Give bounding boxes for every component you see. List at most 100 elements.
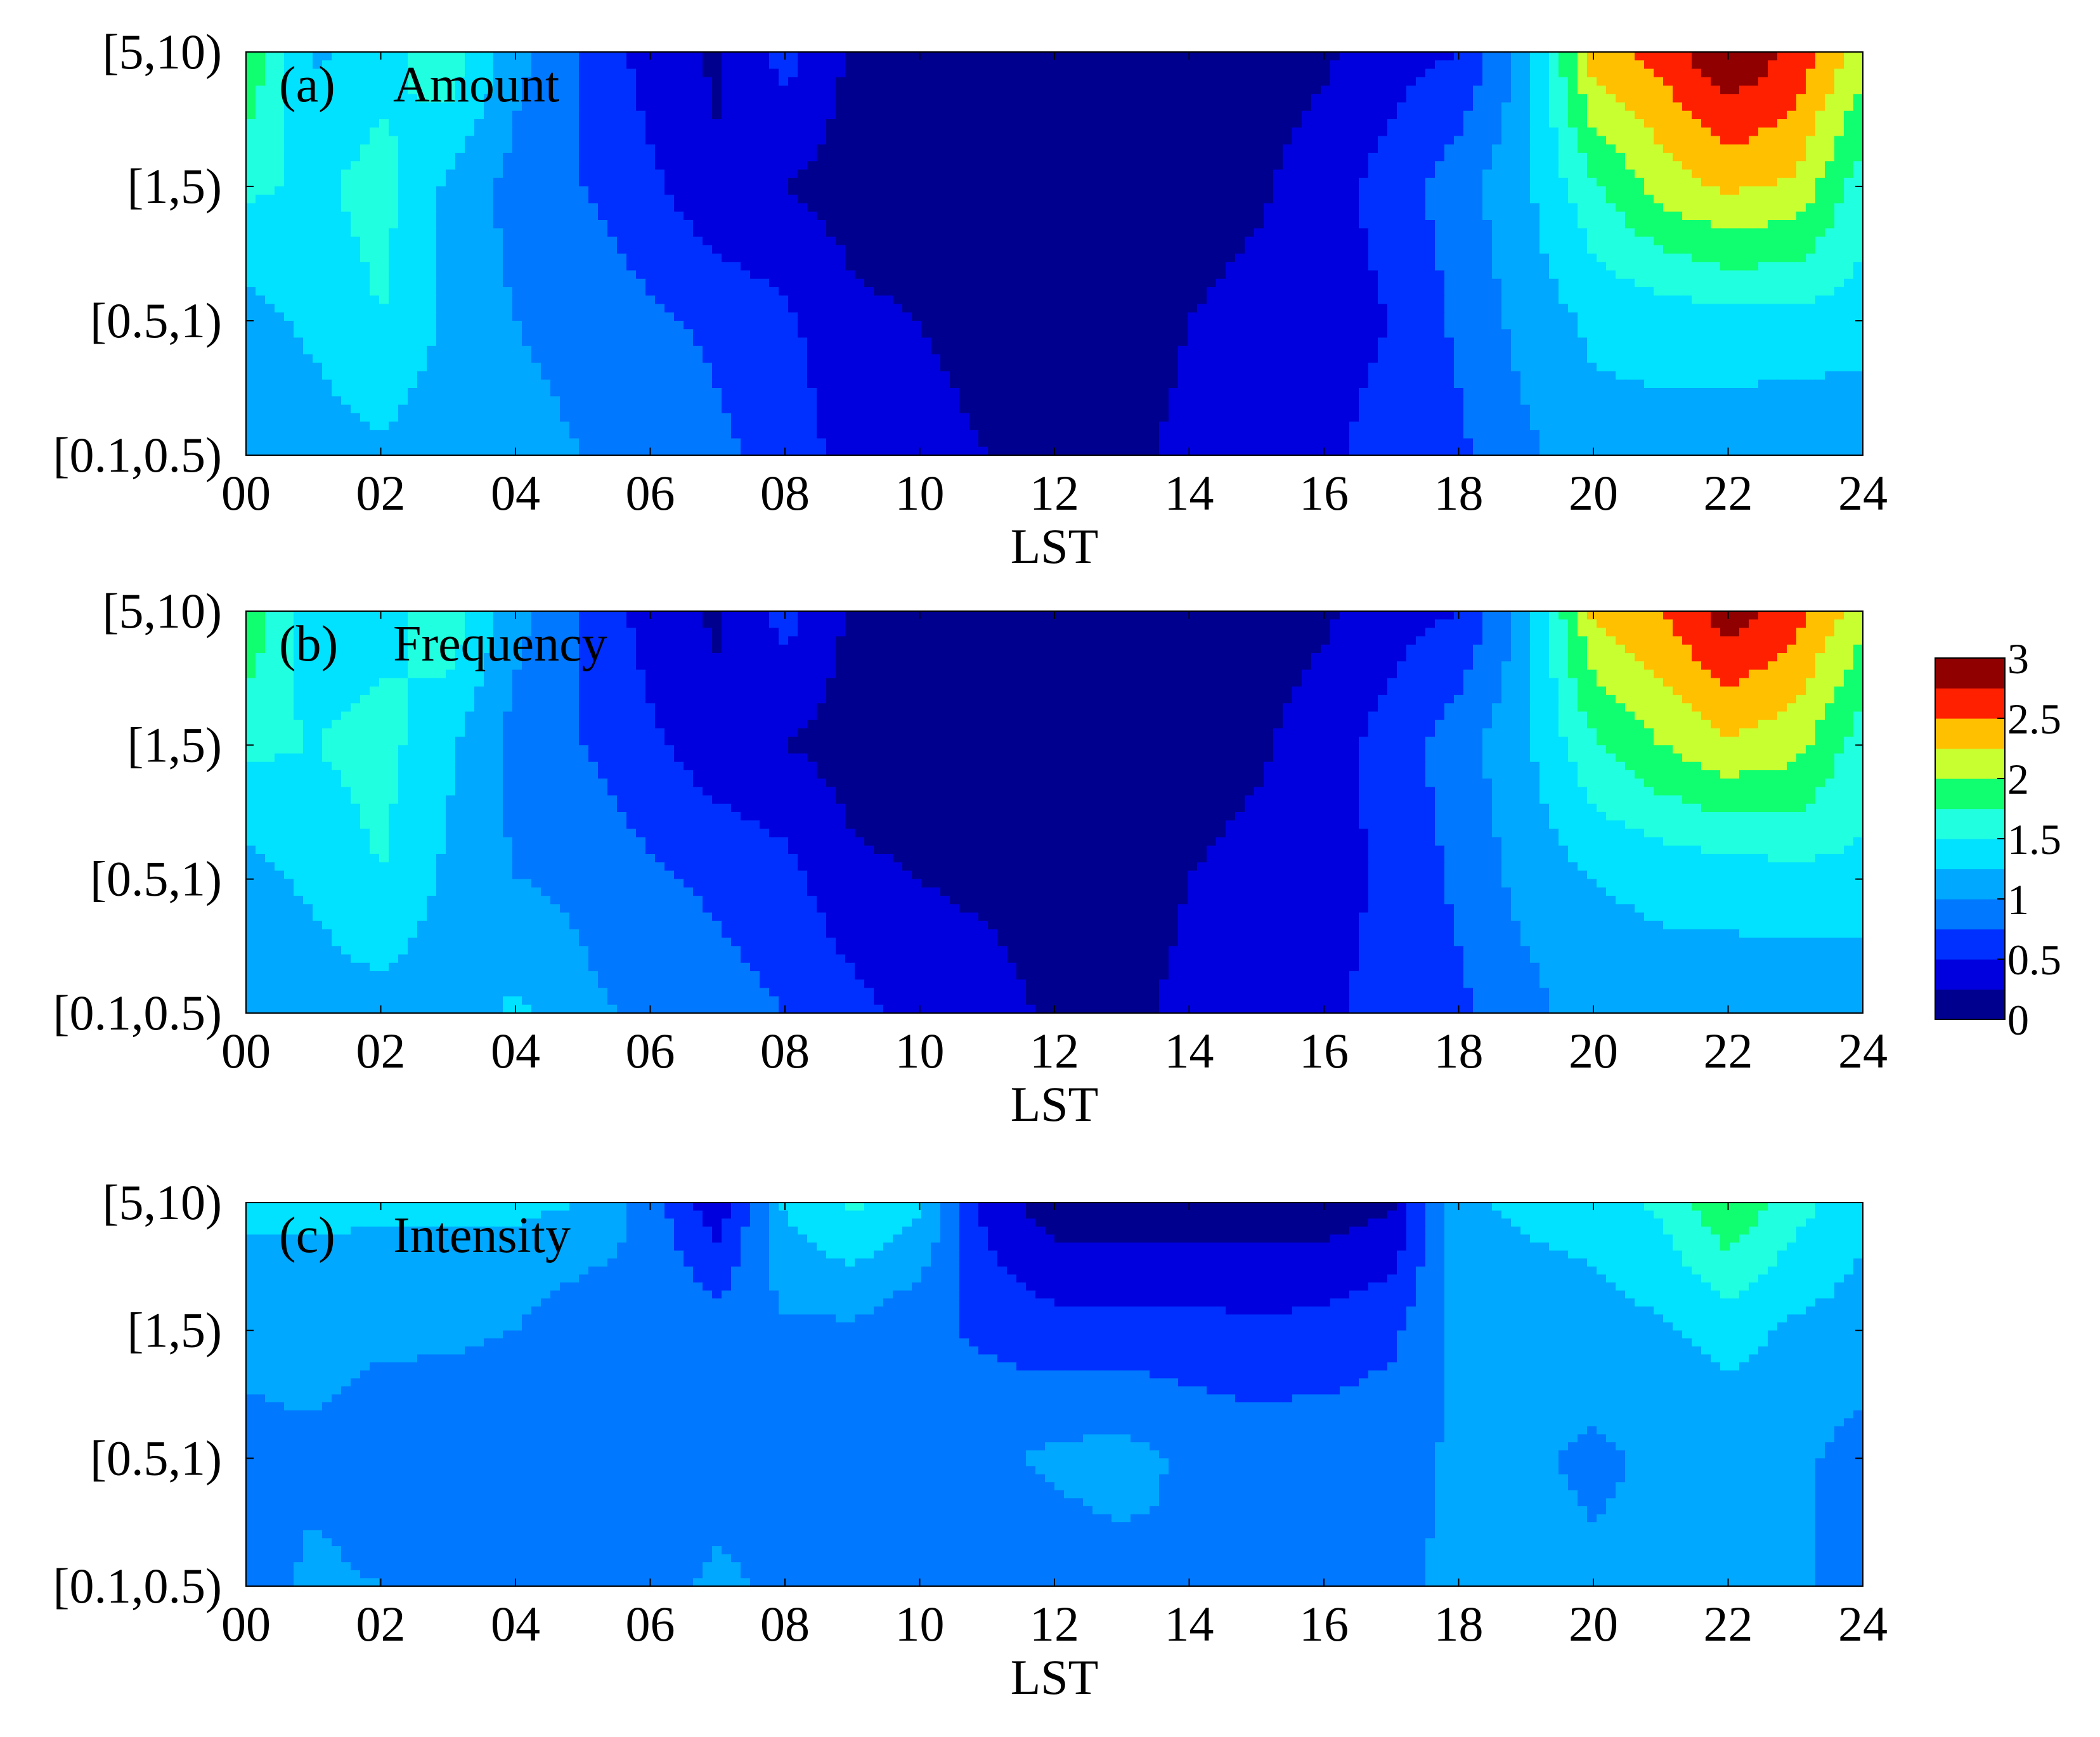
contour-cell xyxy=(313,145,323,153)
contour-cell xyxy=(1416,127,1426,136)
contour-cell xyxy=(455,186,465,195)
contour-cell xyxy=(1026,77,1036,86)
contour-cell xyxy=(313,170,323,179)
contour-cell xyxy=(1083,245,1093,254)
contour-cell xyxy=(303,127,313,136)
contour-cell xyxy=(408,237,418,246)
contour-cell xyxy=(1197,245,1207,254)
contour-cell xyxy=(588,103,599,112)
contour-cell xyxy=(1397,77,1407,86)
contour-cell xyxy=(1777,77,1787,86)
contour-cell xyxy=(1007,170,1017,179)
contour-cell xyxy=(1283,237,1293,246)
contour-cell xyxy=(1739,60,1749,69)
contour-cell xyxy=(1777,127,1787,136)
contour-cell xyxy=(446,228,456,237)
contour-cell xyxy=(1245,178,1255,187)
contour-cell xyxy=(607,60,618,69)
contour-cell xyxy=(1444,220,1455,229)
contour-cell xyxy=(607,186,618,195)
contour-cell xyxy=(703,186,713,195)
contour-cell xyxy=(1169,153,1179,162)
contour-cell xyxy=(1416,94,1426,103)
contour-cell xyxy=(512,195,522,203)
contour-cell xyxy=(1302,86,1312,94)
contour-cell xyxy=(779,195,789,203)
contour-cell xyxy=(912,60,922,69)
contour-cell xyxy=(1035,161,1046,170)
contour-cell xyxy=(1159,153,1169,162)
contour-cell xyxy=(1530,60,1540,69)
contour-cell xyxy=(655,228,665,237)
contour-cell xyxy=(522,237,532,246)
contour-cell xyxy=(1739,119,1749,128)
contour-cell xyxy=(1150,161,1160,170)
contour-cell xyxy=(360,161,370,170)
contour-cell xyxy=(1302,228,1312,237)
contour-cell xyxy=(750,103,760,112)
contour-cell xyxy=(1102,203,1112,212)
contour-cell xyxy=(598,186,608,195)
contour-cell xyxy=(902,161,912,170)
contour-cell xyxy=(1112,203,1122,212)
contour-cell xyxy=(1482,203,1493,212)
contour-cell xyxy=(1625,178,1635,187)
contour-cell xyxy=(1188,127,1198,136)
contour-cell xyxy=(1387,69,1397,78)
contour-cell xyxy=(1112,195,1122,203)
contour-cell xyxy=(1815,86,1825,94)
contour-cell xyxy=(1188,86,1198,94)
contour-cell xyxy=(1625,103,1635,112)
contour-cell xyxy=(750,228,760,237)
contour-cell xyxy=(1016,119,1027,128)
contour-cell xyxy=(959,245,969,254)
contour-cell xyxy=(826,153,836,162)
contour-cell xyxy=(1463,153,1474,162)
contour-cell xyxy=(246,77,256,86)
contour-cell xyxy=(1806,237,1816,246)
contour-cell xyxy=(693,103,703,112)
contour-cell xyxy=(1844,69,1854,78)
contour-cell xyxy=(959,103,969,112)
contour-cell xyxy=(1387,186,1397,195)
contour-cell xyxy=(1777,69,1787,78)
contour-cell xyxy=(1692,127,1702,136)
contour-cell xyxy=(1663,220,1673,229)
contour-cell xyxy=(1245,119,1255,128)
contour-cell xyxy=(579,86,589,94)
contour-cell xyxy=(275,136,285,145)
contour-cell xyxy=(1511,220,1521,229)
contour-cell xyxy=(1435,69,1445,78)
contour-cell xyxy=(817,186,827,195)
contour-cell xyxy=(1806,136,1816,145)
contour-cell xyxy=(1853,195,1863,203)
contour-cell xyxy=(1245,195,1255,203)
contour-cell xyxy=(246,69,256,78)
contour-cell xyxy=(988,103,998,112)
contour-cell xyxy=(1425,153,1436,162)
contour-cell xyxy=(1273,77,1283,86)
contour-cell xyxy=(1796,119,1806,128)
contour-cell xyxy=(1568,153,1578,162)
contour-cell xyxy=(493,220,503,229)
contour-cell xyxy=(931,195,941,203)
contour-cell xyxy=(1530,52,1540,61)
contour-cell xyxy=(1825,161,1835,170)
contour-cell xyxy=(1340,77,1350,86)
contour-cell xyxy=(1844,186,1854,195)
contour-cell xyxy=(1777,220,1787,229)
contour-cell xyxy=(731,170,741,179)
contour-cell xyxy=(1311,119,1321,128)
contour-cell xyxy=(940,94,950,103)
contour-cell xyxy=(588,170,599,179)
contour-cell xyxy=(1454,127,1464,136)
contour-cell xyxy=(1178,60,1188,69)
contour-cell xyxy=(1454,111,1464,120)
contour-cell xyxy=(1739,161,1749,170)
contour-cell xyxy=(1654,127,1664,136)
contour-cell xyxy=(912,220,922,229)
contour-cell xyxy=(370,69,380,78)
contour-cell xyxy=(798,161,808,170)
contour-cell xyxy=(741,103,751,112)
contour-cell xyxy=(769,178,779,187)
